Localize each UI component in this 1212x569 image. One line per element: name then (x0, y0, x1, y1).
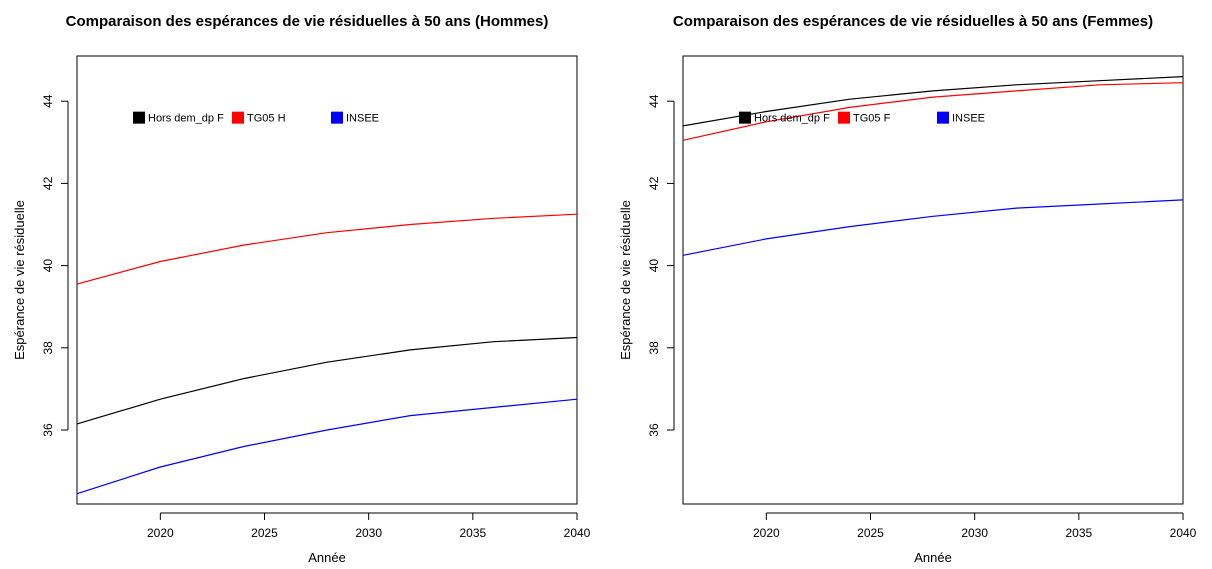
y-tick-label: 44 (41, 94, 55, 108)
y-axis-label: Espérance de vie résiduelle (618, 200, 633, 360)
series-line-2 (682, 199, 1184, 256)
y-tick-label: 36 (647, 423, 661, 437)
y-tick-label: 40 (41, 259, 55, 273)
chart-panel-femmes: Comparaison des espérances de vie résidu… (606, 0, 1212, 569)
x-tick-label: 2030 (355, 526, 382, 540)
x-tick-label: 2035 (1065, 526, 1092, 540)
series-line-1 (76, 213, 578, 285)
series-line-0 (76, 336, 578, 425)
series-line-1 (682, 82, 1184, 141)
series-line-0 (682, 76, 1184, 127)
legend-swatch (937, 111, 949, 124)
legend-label: TG05 H (247, 113, 286, 125)
legend-label: Hors dem_dp F (148, 113, 224, 125)
y-axis-label: Espérance de vie résiduelle (12, 200, 27, 360)
series-line-2 (76, 398, 578, 495)
y-tick-label: 42 (41, 176, 55, 190)
x-tick-label: 2040 (1170, 526, 1197, 540)
x-tick-label: 2025 (857, 526, 884, 540)
x-tick-label: 2020 (753, 526, 780, 540)
legend-label: Hors dem_dp F (754, 113, 830, 125)
legend-label: TG05 F (853, 113, 891, 125)
chart-hommes: Comparaison des espérances de vie résidu… (12, 13, 591, 565)
legend-swatch (739, 111, 751, 124)
y-tick-label: 38 (41, 341, 55, 355)
legend-label: INSEE (346, 113, 379, 125)
plot-frame (76, 55, 578, 505)
x-axis-label: Année (308, 550, 346, 565)
chart-panel-hommes: Comparaison des espérances de vie résidu… (12, 13, 591, 565)
chart-title: Comparaison des espérances de vie résidu… (66, 13, 549, 30)
x-tick-label: 2020 (147, 526, 174, 540)
x-tick-label: 2030 (961, 526, 988, 540)
y-tick-label: 42 (647, 176, 661, 190)
plot-frame (682, 55, 1184, 505)
legend-swatch (838, 111, 850, 124)
y-tick-label: 44 (647, 94, 661, 108)
y-tick-label: 38 (647, 341, 661, 355)
x-tick-label: 2040 (564, 526, 591, 540)
chart-title: Comparaison des espérances de vie résidu… (673, 13, 1153, 30)
chart-femmes: Comparaison des espérances de vie résidu… (618, 13, 1197, 565)
x-tick-label: 2035 (459, 526, 486, 540)
x-axis-label: Année (914, 550, 952, 565)
legend-swatch (133, 111, 145, 124)
y-tick-label: 40 (647, 259, 661, 273)
x-tick-label: 2025 (251, 526, 278, 540)
legend-label: INSEE (952, 113, 985, 125)
legend-swatch (331, 111, 343, 124)
legend-swatch (232, 111, 244, 124)
y-tick-label: 36 (41, 423, 55, 437)
